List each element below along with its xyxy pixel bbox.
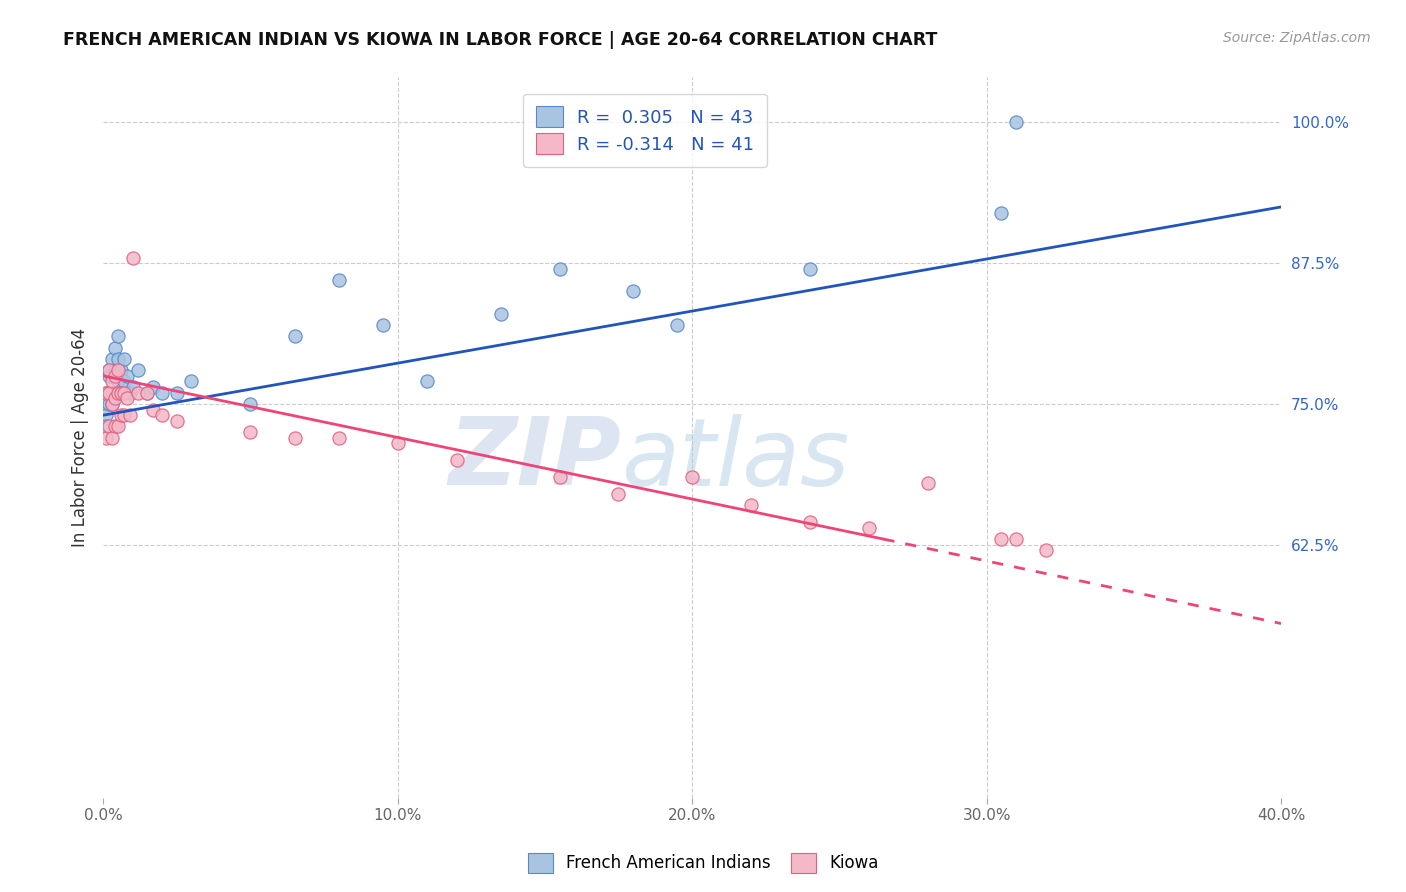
Point — [104, 368, 127, 383]
Point — [387, 436, 409, 450]
Point — [98, 363, 121, 377]
Point — [917, 475, 939, 490]
Point — [858, 521, 880, 535]
Point — [283, 329, 305, 343]
Point — [990, 532, 1012, 546]
Legend: French American Indians, Kiowa: French American Indians, Kiowa — [522, 847, 884, 880]
Point — [239, 425, 262, 439]
Point — [118, 409, 141, 423]
Point — [1005, 115, 1028, 129]
Point — [104, 385, 127, 400]
Point — [489, 307, 512, 321]
Point — [104, 419, 127, 434]
Point — [98, 397, 121, 411]
Point — [101, 351, 124, 366]
Point — [98, 385, 121, 400]
Point — [180, 375, 202, 389]
Text: ZIP: ZIP — [449, 413, 621, 506]
Point — [107, 419, 129, 434]
Point — [548, 470, 571, 484]
Point — [104, 363, 127, 377]
Point — [110, 409, 132, 423]
Point — [112, 375, 135, 389]
Point — [127, 385, 149, 400]
Point — [548, 261, 571, 276]
Point — [94, 409, 117, 423]
Y-axis label: In Labor Force | Age 20-64: In Labor Force | Age 20-64 — [72, 328, 89, 548]
Point — [112, 385, 135, 400]
Point — [94, 419, 117, 434]
Point — [166, 414, 188, 428]
Point — [107, 375, 129, 389]
Point — [799, 515, 821, 529]
Point — [110, 363, 132, 377]
Point — [112, 409, 135, 423]
Legend: R =  0.305   N = 43, R = -0.314   N = 41: R = 0.305 N = 43, R = -0.314 N = 41 — [523, 94, 766, 167]
Point — [94, 385, 117, 400]
Point — [94, 385, 117, 400]
Point — [328, 273, 350, 287]
Point — [104, 392, 127, 406]
Point — [127, 363, 149, 377]
Point — [98, 419, 121, 434]
Point — [107, 363, 129, 377]
Point — [239, 397, 262, 411]
Point — [94, 397, 117, 411]
Point — [98, 385, 121, 400]
Text: atlas: atlas — [621, 414, 849, 505]
Text: Source: ZipAtlas.com: Source: ZipAtlas.com — [1223, 31, 1371, 45]
Point — [136, 385, 159, 400]
Point — [101, 375, 124, 389]
Point — [98, 368, 121, 383]
Point — [107, 329, 129, 343]
Point — [150, 385, 173, 400]
Point — [666, 318, 689, 333]
Point — [446, 453, 468, 467]
Point — [740, 498, 762, 512]
Point — [101, 368, 124, 383]
Point — [283, 431, 305, 445]
Point — [107, 351, 129, 366]
Point — [121, 251, 143, 265]
Point — [115, 392, 138, 406]
Point — [607, 487, 630, 501]
Point — [142, 380, 165, 394]
Point — [1035, 543, 1057, 558]
Point — [150, 409, 173, 423]
Point — [1005, 532, 1028, 546]
Point — [115, 368, 138, 383]
Point — [990, 205, 1012, 219]
Text: FRENCH AMERICAN INDIAN VS KIOWA IN LABOR FORCE | AGE 20-64 CORRELATION CHART: FRENCH AMERICAN INDIAN VS KIOWA IN LABOR… — [63, 31, 938, 49]
Point — [107, 385, 129, 400]
Point — [98, 363, 121, 377]
Point — [416, 375, 439, 389]
Point — [142, 402, 165, 417]
Point — [104, 341, 127, 355]
Point — [371, 318, 394, 333]
Point — [110, 385, 132, 400]
Point — [110, 385, 132, 400]
Point — [621, 285, 644, 299]
Point — [799, 261, 821, 276]
Point — [121, 380, 143, 394]
Point — [328, 431, 350, 445]
Point — [94, 431, 117, 445]
Point — [136, 385, 159, 400]
Point — [166, 385, 188, 400]
Point — [681, 470, 703, 484]
Point — [101, 431, 124, 445]
Point — [118, 385, 141, 400]
Point — [101, 397, 124, 411]
Point — [101, 397, 124, 411]
Point — [112, 351, 135, 366]
Point — [101, 385, 124, 400]
